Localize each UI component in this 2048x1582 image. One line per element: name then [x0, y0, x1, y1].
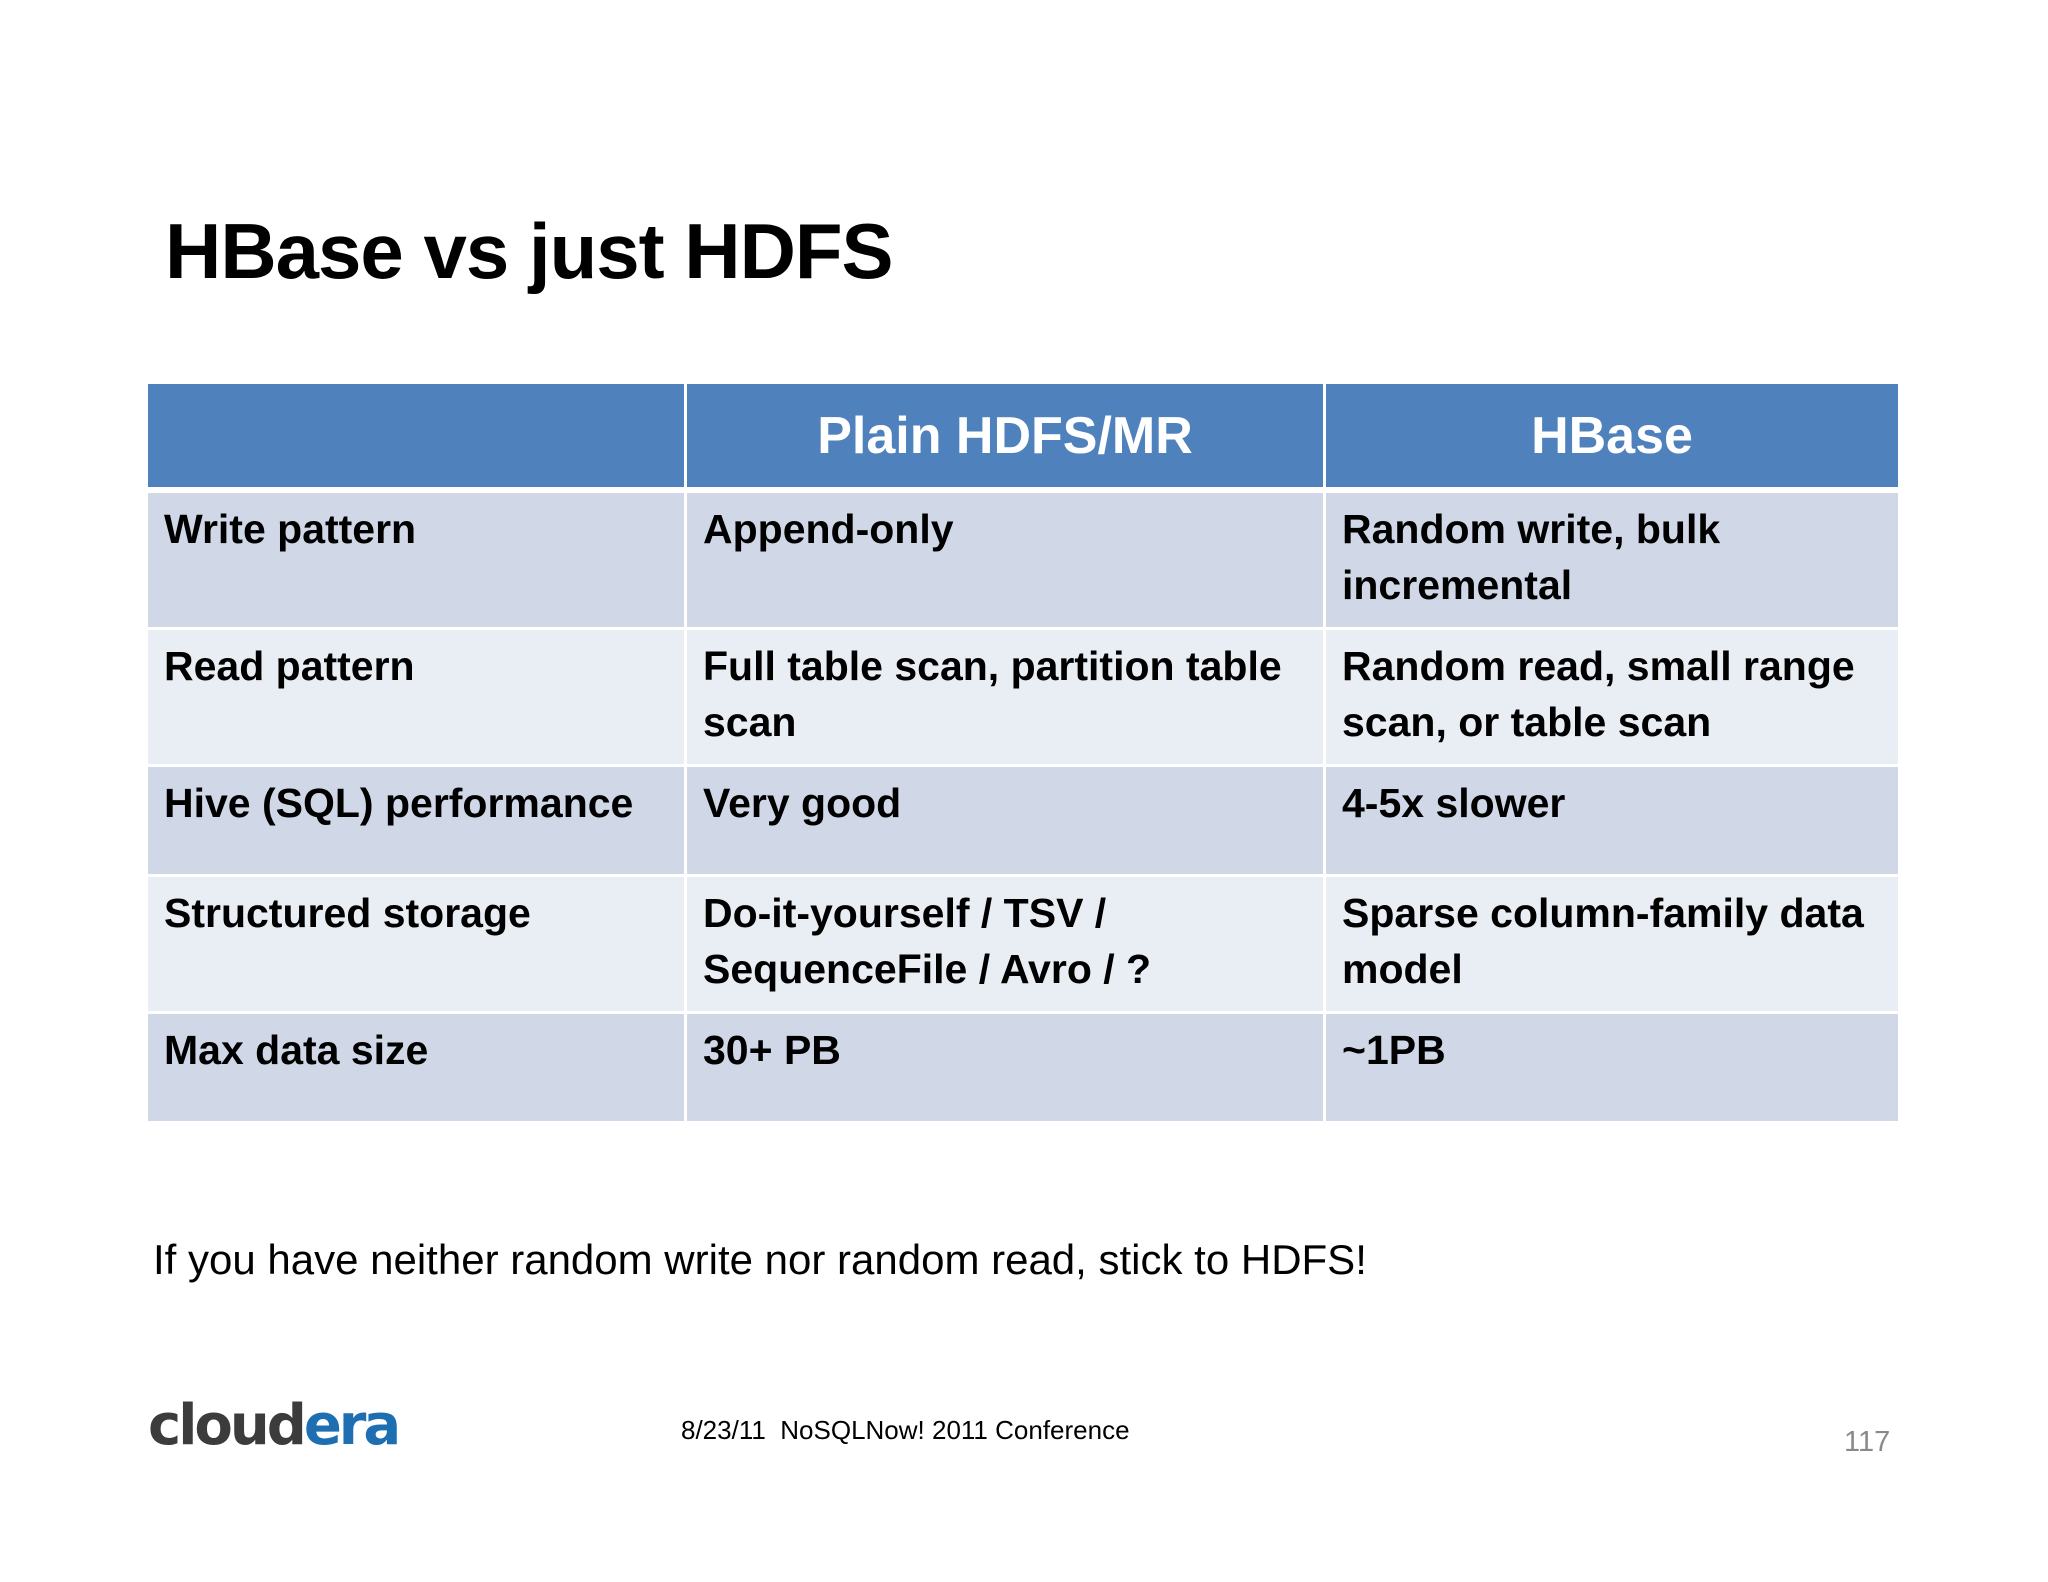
table-header-row: Plain HDFS/MR HBase: [145, 381, 1901, 493]
header-cell-empty: [145, 381, 687, 493]
page-number: 117: [1844, 1426, 1891, 1458]
hbase-cell: 4-5x slower: [1323, 764, 1901, 877]
table-row: Read pattern Full table scan, partition …: [145, 627, 1901, 767]
cloudera-logo: cloudera: [148, 1398, 401, 1454]
header-cell-hbase: HBase: [1323, 381, 1901, 493]
table-row: Max data size 30+ PB ~1PB: [145, 1011, 1901, 1124]
footer-conference-text: 8/23/11 NoSQLNow! 2011 Conference: [681, 1415, 1130, 1445]
hbase-cell: ~1PB: [1323, 1011, 1901, 1124]
logo-text-era: era: [303, 1393, 401, 1458]
row-label: Structured storage: [145, 874, 687, 1014]
hbase-cell: Sparse column-family data model: [1323, 874, 1901, 1014]
table-row: Structured storage Do-it-yourself / TSV …: [145, 874, 1901, 1014]
row-label: Max data size: [145, 1011, 687, 1124]
slide-title: HBase vs just HDFS: [165, 207, 894, 295]
hbase-cell: Random read, small range scan, or table …: [1323, 627, 1901, 767]
table-row: Write pattern Append-only Random write, …: [145, 488, 1901, 630]
hdfs-cell: Append-only: [684, 488, 1326, 630]
hdfs-cell: 30+ PB: [684, 1011, 1326, 1124]
row-label: Read pattern: [145, 627, 687, 767]
slide-note: If you have neither random write nor ran…: [153, 1236, 1367, 1283]
row-label: Hive (SQL) performance: [145, 764, 687, 877]
comparison-table: Plain HDFS/MR HBase Write pattern Append…: [145, 381, 1901, 1124]
logo-text-cloud: cloud: [148, 1393, 307, 1458]
header-cell-plain-hdfs: Plain HDFS/MR: [684, 381, 1326, 493]
hdfs-cell: Very good: [684, 764, 1326, 877]
table-row: Hive (SQL) performance Very good 4-5x sl…: [145, 764, 1901, 877]
hbase-cell: Random write, bulk incremental: [1323, 488, 1901, 630]
row-label: Write pattern: [145, 488, 687, 630]
hdfs-cell: Do-it-yourself / TSV / SequenceFile / Av…: [684, 874, 1326, 1014]
hdfs-cell: Full table scan, partition table scan: [684, 627, 1326, 767]
